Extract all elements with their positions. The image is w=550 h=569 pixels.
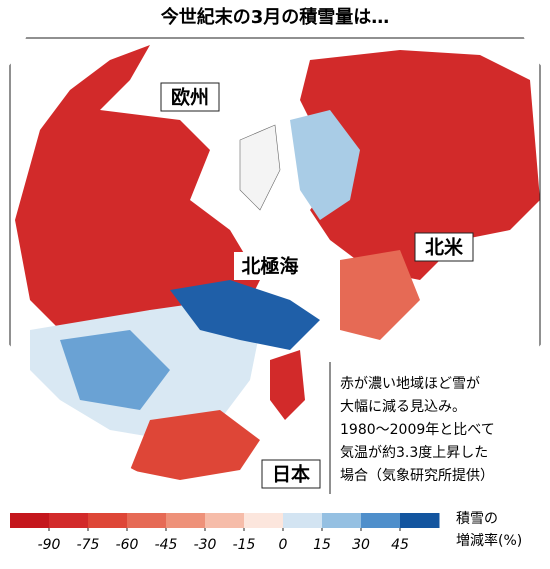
greenland	[239, 124, 281, 211]
map-label: 欧州	[171, 86, 209, 109]
japan-region	[270, 350, 305, 420]
colorbar-tick-label: -90	[38, 537, 61, 553]
colorbar-segment	[10, 513, 50, 528]
colorbar-segment	[244, 513, 284, 528]
note-line: 大幅に減る見込み。	[340, 398, 466, 415]
label-box	[261, 459, 321, 489]
colorbar-segment	[166, 513, 206, 528]
colorbar-tick-label: -15	[233, 537, 256, 553]
canada-blue	[290, 110, 360, 220]
siberia-blue	[170, 280, 320, 350]
note-line: 気温が約3.3度上昇した	[340, 445, 488, 461]
south-red	[130, 410, 260, 480]
note-line: 場合（気象研究所提供）	[340, 468, 494, 484]
colorbar-segment	[127, 513, 167, 528]
map-frame	[9, 37, 541, 505]
note-line: 赤が濃い地域ほど雪が	[340, 376, 480, 392]
map-label: 北極海	[241, 255, 298, 278]
alaska	[340, 250, 420, 340]
colorbar-title: 増減率(%)	[456, 532, 522, 549]
colorbar-segment	[322, 513, 362, 528]
note-line: 1980～2009年と比べて	[340, 422, 495, 438]
colorbar-tick-label: 15	[313, 537, 331, 553]
colorbar-title: 積雪の	[456, 511, 498, 527]
colorbar-segment	[400, 513, 440, 528]
colorbar-segment	[205, 513, 245, 528]
colorbar-tick-label: 30	[352, 537, 370, 553]
colorbar-segment	[88, 513, 128, 528]
colorbar-segment	[283, 513, 323, 528]
colorbar-tick-label: 0	[279, 537, 288, 553]
colorbar-tick-label: 45	[391, 537, 409, 553]
note-box	[330, 362, 536, 494]
colorbar-segment	[49, 513, 89, 528]
label-box	[234, 252, 306, 280]
title: 今世紀末の3月の積雪量は…	[161, 6, 390, 28]
label-box	[414, 232, 474, 262]
colorbar-tick-label: -45	[155, 537, 178, 553]
map-label: 日本	[272, 463, 310, 486]
colorbar-tick-label: -75	[77, 537, 100, 553]
eurasia-west	[15, 45, 260, 330]
map-label: 北米	[425, 236, 464, 259]
map	[10, 38, 540, 505]
label-box	[160, 82, 220, 112]
colorbar-tick-label: -30	[194, 537, 217, 553]
colorbar-tick-label: -60	[116, 537, 139, 553]
colorbar-segment	[361, 513, 401, 528]
north-america	[300, 50, 540, 280]
blue-patch	[60, 330, 170, 410]
